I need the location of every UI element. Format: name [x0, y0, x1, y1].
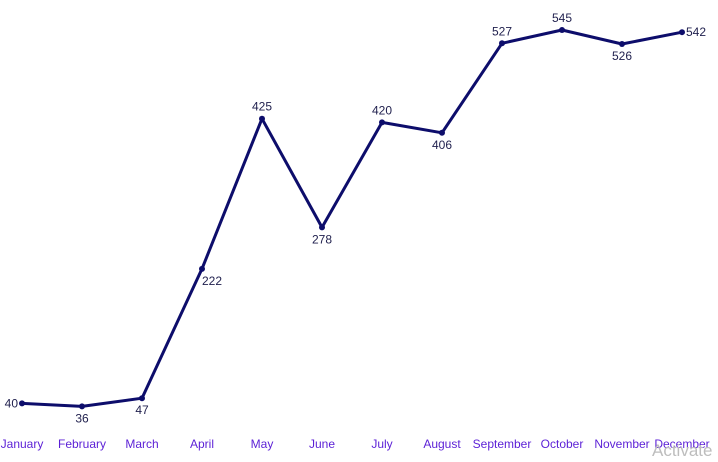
data-point[interactable]	[439, 129, 445, 136]
data-label: 406	[432, 138, 452, 152]
data-label: 278	[312, 232, 332, 246]
x-tick-label: November	[594, 437, 649, 451]
data-label: 40	[5, 396, 19, 410]
data-point[interactable]	[259, 115, 265, 122]
x-tick-label: July	[371, 437, 392, 451]
x-tick-label: October	[541, 437, 584, 451]
data-point[interactable]	[79, 403, 85, 410]
x-tick-label: December	[654, 437, 709, 451]
data-point[interactable]	[379, 119, 385, 126]
data-label: 526	[612, 49, 632, 63]
data-point[interactable]	[19, 400, 25, 407]
data-label: 545	[552, 11, 572, 25]
x-axis: January February March April May June July Augu…	[1, 437, 710, 451]
x-tick-label: April	[190, 437, 214, 451]
x-tick-label: September	[473, 437, 532, 451]
data-points	[19, 26, 685, 410]
x-tick-label: February	[58, 437, 106, 451]
data-point[interactable]	[679, 29, 685, 36]
data-point[interactable]	[559, 26, 565, 33]
data-point[interactable]	[619, 41, 625, 48]
activation-watermark: Activate	[652, 441, 713, 460]
x-tick-label: August	[423, 437, 461, 451]
data-label: 222	[202, 274, 222, 288]
series-line	[20, 28, 684, 408]
data-label: 527	[492, 24, 512, 38]
data-label: 542	[686, 25, 706, 39]
data-label: 420	[372, 103, 392, 117]
data-point[interactable]	[139, 395, 145, 402]
data-point[interactable]	[199, 265, 205, 272]
data-labels: 40 36 47 222 425 278 420 406 527 545 526 542	[5, 11, 707, 425]
data-point[interactable]	[499, 40, 505, 47]
data-point[interactable]	[319, 224, 325, 231]
series-line-group	[20, 28, 684, 408]
x-tick-label: March	[125, 437, 158, 451]
x-tick-label: June	[309, 437, 335, 451]
data-label: 36	[75, 411, 89, 425]
data-label: 425	[252, 100, 272, 114]
x-tick-label: January	[1, 437, 44, 451]
x-tick-label: May	[251, 437, 274, 451]
data-label: 47	[135, 403, 149, 417]
